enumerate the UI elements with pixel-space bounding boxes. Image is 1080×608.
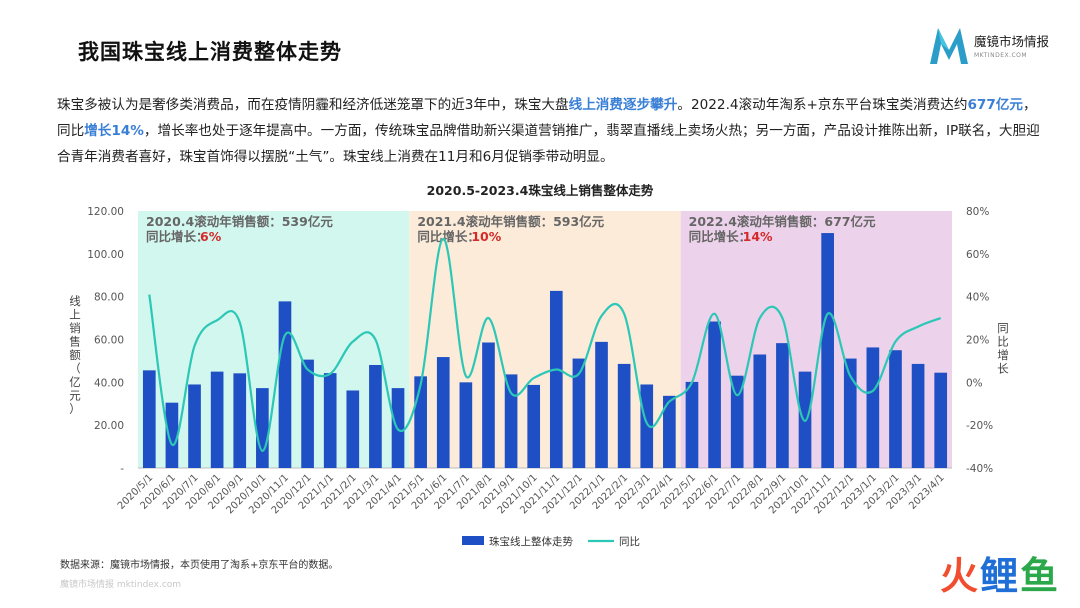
bar — [346, 390, 360, 468]
bar — [369, 364, 382, 468]
bar — [821, 233, 834, 468]
y2-axis-title-char: 增 — [997, 348, 1009, 362]
bar — [549, 290, 563, 468]
y-axis-title-char: 元 — [69, 389, 81, 403]
y2-tick-label: 20% — [966, 335, 989, 347]
region-sales-label: 2022.4滚动年销售额：677亿元 — [689, 214, 876, 229]
y-axis-title-char: ） — [69, 402, 81, 416]
watermark-char-3: 鱼 — [1019, 554, 1060, 598]
bar — [301, 359, 314, 468]
y-tick-label: 100.00 — [87, 249, 124, 261]
bar — [527, 384, 541, 468]
bar — [278, 301, 292, 468]
bar — [459, 382, 473, 468]
bar — [663, 395, 676, 468]
y-axis-title-char: 亿 — [69, 375, 81, 389]
y-tick-label: 120.00 — [87, 206, 124, 218]
y2-axis-title-char: 同 — [997, 321, 1009, 335]
bar — [843, 358, 857, 468]
corner-watermark: 火鲤鱼 — [940, 545, 1060, 600]
region-growth-value: 6% — [200, 229, 222, 244]
bar — [482, 342, 495, 468]
bar — [640, 384, 654, 468]
y-axis-title-char: 上 — [69, 308, 81, 322]
logo: 魔镜市场情报 MKTINDEX.COM — [928, 24, 1058, 70]
y2-tick-label: -40% — [966, 463, 993, 475]
region-growth-label: 同比增长： — [689, 229, 752, 244]
yoy-growth-line — [148, 237, 942, 452]
y-axis-title-char: 售 — [69, 335, 81, 349]
bar — [210, 371, 224, 468]
bar — [233, 373, 247, 468]
bar — [708, 321, 721, 468]
intro-highlight-1: 线上消费逐步攀升 — [568, 97, 678, 113]
page-title: 我国珠宝线上消费整体走势 — [78, 40, 342, 64]
y2-axis-title-char: 长 — [997, 362, 1009, 376]
footer-watermark: 魔镜市场情报 mktindex.com — [60, 580, 182, 590]
intro-text-2: 。2022.4滚动年淘系+京东平台珠宝类消费达约 — [677, 97, 968, 113]
y-axis-title-char: 销 — [69, 321, 81, 335]
bar — [595, 341, 608, 468]
watermark-char-2: 鲤 — [979, 554, 1020, 598]
y2-tick-label: -20% — [966, 420, 993, 432]
bar — [934, 372, 948, 468]
intro-highlight-3: 增长14% — [84, 123, 144, 139]
logo-url-text: MKTINDEX.COM — [974, 52, 1028, 59]
logo-brand-text: 魔镜市场情报 — [974, 34, 1050, 49]
data-source-note: 数据来源：魔镜市场情报，本页使用了淘系+京东平台的数据。 — [60, 560, 339, 571]
region-growth-value: 14% — [743, 229, 773, 244]
region-growth-value: 10% — [471, 229, 501, 244]
region-growth-label: 同比增长： — [146, 229, 209, 244]
intro-text-3: ，同比 — [57, 97, 1037, 139]
bar — [730, 375, 744, 468]
legend-bar-swatch — [462, 536, 484, 545]
bar — [889, 350, 902, 468]
y-tick-label: 80.00 — [94, 292, 124, 304]
year-region-bg — [680, 211, 952, 468]
bar — [256, 388, 269, 468]
y-tick-label: 20.00 — [94, 420, 124, 432]
y2-tick-label: 60% — [966, 249, 989, 261]
logo-mark-icon — [930, 28, 968, 64]
bar — [685, 381, 699, 468]
bar — [572, 358, 586, 468]
y-tick-label: 40.00 — [94, 377, 124, 389]
year-region-bg — [409, 211, 681, 468]
y2-tick-label: 0% — [966, 377, 983, 389]
y-tick-label: 60.00 — [94, 335, 124, 347]
intro-text-4: ，增长率也处于逐年提高中。一方面，传统珠宝品牌借助新兴渠道营销推广，翡翠直播线上… — [57, 123, 1040, 165]
region-sales-label: 2020.4滚动年销售额：539亿元 — [146, 214, 333, 229]
region-sales-label: 2021.4滚动年销售额：593亿元 — [417, 214, 604, 229]
region-growth-label: 同比增长： — [417, 229, 480, 244]
intro-highlight-2: 677亿元 — [967, 97, 1024, 113]
bar — [866, 347, 880, 468]
bar — [142, 370, 156, 468]
y-axis-title-char: （ — [69, 362, 81, 376]
y-axis-title-char: 线 — [69, 294, 81, 308]
year-region-bg — [138, 211, 410, 468]
y-tick-label: - — [120, 463, 124, 475]
bar — [504, 374, 518, 468]
y2-tick-label: 80% — [966, 206, 989, 218]
bar — [753, 354, 767, 468]
bar — [323, 373, 337, 468]
bar — [188, 384, 201, 468]
watermark-char-1: 火 — [939, 554, 980, 598]
y-axis-title-char: 额 — [69, 348, 81, 362]
intro-paragraph: 珠宝多被认为是奢侈类消费品，而在疫情阴霾和经济低迷笼罩下的近3年中，珠宝大盘线上… — [57, 92, 1047, 170]
intro-text-1: 珠宝多被认为是奢侈类消费品，而在疫情阴霾和经济低迷笼罩下的近3年中，珠宝大盘 — [57, 97, 569, 113]
legend-bar-label: 珠宝线上整体走势 — [489, 535, 573, 548]
bar — [165, 402, 179, 468]
bar — [414, 376, 427, 468]
bar — [911, 363, 925, 468]
legend-line-label: 同比 — [619, 535, 640, 548]
y2-tick-label: 40% — [966, 292, 989, 304]
bar — [617, 363, 631, 468]
bar — [776, 343, 789, 468]
chart-title: 2020.5-2023.4珠宝线上销售整体走势 — [426, 183, 654, 198]
bar — [436, 357, 450, 468]
chart-area: 2020.4滚动年销售额：539亿元同比增长：6%2021.4滚动年销售额：59… — [69, 206, 1009, 548]
y2-axis-title-char: 比 — [997, 335, 1009, 349]
